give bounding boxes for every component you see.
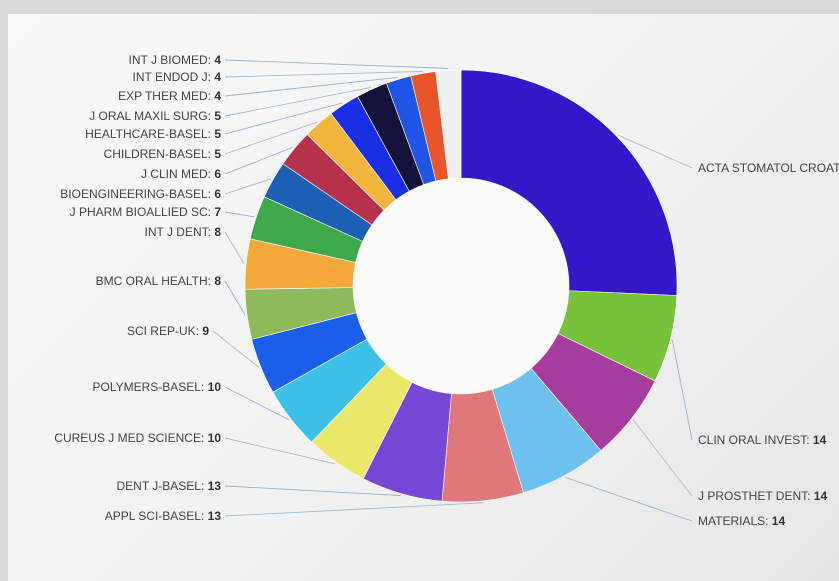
label-bmc-oral-health: BMC ORAL HEALTH: 8 — [96, 274, 222, 288]
label-int-j-dent: INT J DENT: 8 — [145, 225, 222, 239]
label-value: 4 — [214, 53, 221, 67]
leader-line-appl-sci-basel — [224, 502, 484, 517]
slice-acta-stomatol-croat[interactable] — [460, 69, 678, 296]
label-name: J ORAL MAXIL SURG: — [89, 109, 214, 123]
leader-line-sci-rep-uk — [212, 330, 259, 368]
label-value: 4 — [214, 89, 221, 103]
label-name: J PROSTHET DENT: — [698, 489, 814, 503]
label-int-endod-j: INT ENDOD J: 4 — [133, 70, 222, 84]
label-clin-oral-invest: CLIN ORAL INVEST: 14 — [698, 433, 827, 447]
leader-line-clin-oral-invest — [671, 339, 693, 441]
leader-line-healthcare-basel — [224, 102, 344, 135]
label-value: 10 — [208, 380, 222, 394]
label-j-clin-med: J CLIN MED: 6 — [141, 167, 221, 181]
label-value: 13 — [208, 479, 222, 493]
label-cureus-j-med-science: CUREUS J MED SCIENCE: 10 — [54, 431, 221, 445]
label-name: HEALTHCARE-BASEL: — [85, 127, 214, 141]
label-value: 5 — [214, 147, 221, 161]
leader-line-int-endod-j — [224, 70, 423, 78]
leader-line-acta-stomatol-croat — [618, 134, 693, 169]
label-name: MATERIALS: — [698, 514, 772, 528]
label-bioengineering-basel: BIOENGINEERING-BASEL: 6 — [60, 187, 221, 201]
leader-line-int-j-dent — [224, 231, 245, 264]
leader-line-children-basel — [224, 121, 318, 155]
label-name: CUREUS J MED SCIENCE: — [54, 431, 207, 445]
leader-line-j-oral-maxil-surg — [224, 87, 372, 117]
label-name: BIOENGINEERING-BASEL: — [60, 187, 214, 201]
leader-line-j-prosthet-dent — [632, 419, 693, 497]
leader-line-exp-ther-med — [224, 76, 398, 97]
label-value: 14 — [813, 433, 827, 447]
label-j-prosthet-dent: J PROSTHET DENT: 14 — [698, 489, 827, 503]
leader-line-dent-j-basel — [224, 485, 402, 497]
label-value: 5 — [214, 109, 221, 123]
label-value: 6 — [214, 167, 221, 181]
leader-line-materials — [565, 476, 693, 522]
label-acta-stomatol-croat: ACTA STOMATOL CROAT — [698, 161, 839, 175]
label-value: 4 — [214, 70, 221, 84]
label-value: 14 — [814, 489, 828, 503]
label-name: J PHARM BIOALLIED SC: — [70, 205, 215, 219]
label-value: 6 — [214, 187, 221, 201]
leader-line-j-pharm-bioallied-sc — [224, 211, 255, 218]
label-value: 9 — [202, 324, 209, 338]
chart-slices — [244, 69, 678, 503]
label-name: CLIN ORAL INVEST: — [698, 433, 813, 447]
leader-line-int-j-biomed — [224, 59, 449, 69]
leader-line-bmc-oral-health — [224, 280, 246, 315]
chart-leader-lines — [212, 59, 693, 522]
label-name: APPL SCI-BASEL: — [105, 509, 208, 523]
label-value: 13 — [208, 509, 222, 523]
label-value: 14 — [772, 514, 786, 528]
label-name: CHILDREN-BASEL: — [104, 147, 215, 161]
label-healthcare-basel: HEALTHCARE-BASEL: 5 — [85, 127, 221, 141]
label-name: ACTA STOMATOL CROAT — [698, 161, 839, 175]
label-name: BMC ORAL HEALTH: — [96, 274, 215, 288]
leader-line-polymers-basel — [224, 386, 290, 421]
label-name: J CLIN MED: — [141, 167, 214, 181]
label-name: INT J BIOMED: — [129, 53, 215, 67]
leader-line-cureus-j-med-science — [224, 437, 336, 465]
label-polymers-basel: POLYMERS-BASEL: 10 — [92, 380, 221, 394]
label-name: INT J DENT: — [145, 225, 215, 239]
label-value: 8 — [214, 274, 221, 288]
label-value: 10 — [208, 431, 222, 445]
leader-line-j-clin-med — [224, 146, 294, 175]
label-exp-ther-med: EXP THER MED: 4 — [118, 89, 221, 103]
label-value: 5 — [214, 127, 221, 141]
label-materials: MATERIALS: 14 — [698, 514, 785, 528]
label-name: EXP THER MED: — [118, 89, 214, 103]
label-value: 8 — [214, 225, 221, 239]
leader-line-bioengineering-basel — [224, 178, 272, 195]
screen-area: ACTA STOMATOL CROAT CLIN ORAL INVEST: 14 J… — [8, 14, 839, 581]
label-j-pharm-bioallied-sc: J PHARM BIOALLIED SC: 7 — [70, 205, 222, 219]
label-name: INT ENDOD J: — [133, 70, 215, 84]
label-dent-j-basel: DENT J-BASEL: 13 — [117, 479, 222, 493]
donut-hole — [353, 178, 569, 394]
label-name: POLYMERS-BASEL: — [92, 380, 207, 394]
label-int-j-biomed: INT J BIOMED: 4 — [129, 53, 222, 67]
label-children-basel: CHILDREN-BASEL: 5 — [104, 147, 222, 161]
label-value: 7 — [214, 205, 221, 219]
label-j-oral-maxil-surg: J ORAL MAXIL SURG: 5 — [89, 109, 221, 123]
label-name: DENT J-BASEL: — [117, 479, 208, 493]
label-appl-sci-basel: APPL SCI-BASEL: 13 — [105, 509, 222, 523]
label-name: SCI REP-UK: — [127, 324, 202, 338]
label-sci-rep-uk: SCI REP-UK: 9 — [127, 324, 209, 338]
slice-int-j-biomed[interactable] — [435, 69, 462, 180]
